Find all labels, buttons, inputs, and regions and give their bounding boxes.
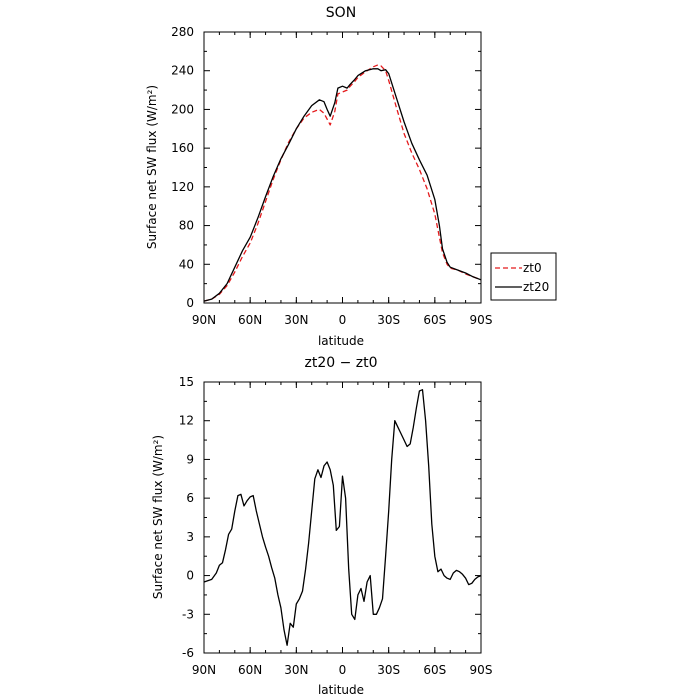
top-lines <box>203 64 482 302</box>
top-y-tick-label: 160 <box>171 141 194 155</box>
top-legend: zt0 zt20 <box>490 252 557 301</box>
bottom-x-tick-label: 30N <box>284 663 308 677</box>
top-y-tick-label: 40 <box>179 257 194 271</box>
bottom-y-tick-label: 12 <box>179 414 194 428</box>
top-x-tick-label: 30S <box>377 313 400 327</box>
top-x-tick-label: 90S <box>470 313 493 327</box>
legend-box <box>490 252 557 301</box>
top-panel: SON 90N 60N 30N 0 30S 60S 90S 0 40 80 120 160 200 24… <box>145 5 557 348</box>
bottom-plot-frame <box>203 381 482 654</box>
bottom-y-tick-label: 15 <box>179 375 194 389</box>
bottom-panel: zt20 − zt0 90N 60N 30N 0 30S 60S 90S -6 -3 0 3 6 9 1… <box>151 355 492 697</box>
bottom-y-axis-label: Surface net SW flux (W/m²) <box>151 435 165 599</box>
bottom-lines <box>203 389 482 646</box>
top-x-tick-label: 90N <box>192 313 216 327</box>
top-x-tick-label: 60N <box>238 313 262 327</box>
top-series-line-zt0 <box>203 64 482 302</box>
bottom-x-axis-label: latitude <box>318 683 364 697</box>
bottom-y-tick-label: 3 <box>186 530 194 544</box>
top-y-tick-label: 240 <box>171 64 194 78</box>
bottom-x-tick-label: 60N <box>238 663 262 677</box>
top-y-tick-label: 120 <box>171 180 194 194</box>
top-y-ticks: 0 40 80 120 160 200 240 280 <box>171 25 481 310</box>
bottom-x-tick-label: 90S <box>470 663 493 677</box>
top-panel-title: SON <box>326 5 356 21</box>
bottom-y-tick-label: 6 <box>186 491 194 505</box>
legend-label-zt0: zt0 <box>523 261 542 275</box>
top-y-tick-label: 80 <box>179 219 194 233</box>
top-y-tick-label: 280 <box>171 25 194 39</box>
top-x-axis-label: latitude <box>318 334 364 348</box>
bottom-y-tick-label: 0 <box>186 569 194 583</box>
top-y-tick-label: 200 <box>171 102 194 116</box>
bottom-y-tick-label: -3 <box>182 607 194 621</box>
bottom-x-ticks: 90N 60N 30N 0 30S 60S 90S <box>192 382 493 677</box>
top-x-tick-label: 0 <box>339 313 347 327</box>
bottom-x-tick-label: 90N <box>192 663 216 677</box>
top-x-tick-label: 60S <box>423 313 446 327</box>
top-series-line-zt20 <box>203 68 482 302</box>
bottom-y-tick-label: 9 <box>186 452 194 466</box>
top-x-tick-label: 30N <box>284 313 308 327</box>
top-plot-frame <box>203 31 482 304</box>
top-x-ticks: 90N 60N 30N 0 30S 60S 90S <box>192 32 493 327</box>
bottom-x-tick-label: 30S <box>377 663 400 677</box>
bottom-x-tick-label: 60S <box>423 663 446 677</box>
bottom-panel-title: zt20 − zt0 <box>304 355 377 371</box>
bottom-series-line-0 <box>203 389 482 646</box>
legend-label-zt20: zt20 <box>523 280 549 294</box>
top-y-tick-label: 0 <box>186 296 194 310</box>
bottom-y-ticks: -6 -3 0 3 6 9 12 15 <box>179 375 481 660</box>
top-y-axis-label: Surface net SW flux (W/m²) <box>145 85 159 249</box>
bottom-y-tick-label: -6 <box>182 646 194 660</box>
bottom-x-tick-label: 0 <box>339 663 347 677</box>
